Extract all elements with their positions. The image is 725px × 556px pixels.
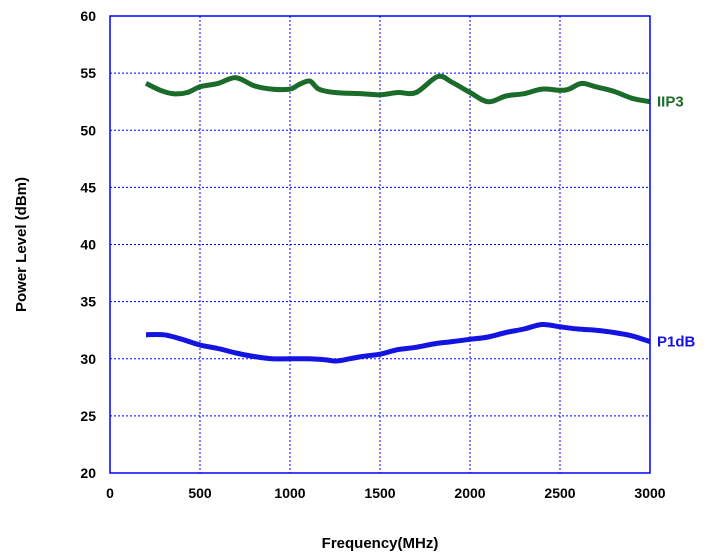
series-labels: IIP3 P1dB (657, 94, 696, 351)
y-tick-label: 45 (80, 179, 96, 195)
x-axis-title: Frequency(MHz) (322, 535, 439, 552)
y-tick-label: 55 (80, 65, 96, 81)
x-tick-label: 500 (188, 485, 212, 501)
y-tick-label: 20 (80, 465, 96, 481)
grid-layer (110, 16, 650, 473)
y-axis-title: Power Level (dBm) (13, 177, 30, 312)
y-tick-label: 35 (80, 294, 96, 310)
x-tick-label: 2000 (454, 485, 485, 501)
series-line-p1db (145, 321, 651, 364)
y-axis-ticks: 20 25 30 35 40 45 50 55 60 (80, 8, 96, 481)
y-tick-label: 50 (80, 122, 96, 138)
plot-frame (109, 15, 651, 474)
y-tick-label: 40 (80, 237, 96, 253)
x-tick-label: 1500 (364, 485, 395, 501)
series-label-p1db: P1dB (657, 334, 696, 351)
x-tick-label: 2500 (544, 485, 575, 501)
x-axis-ticks: 0 500 1000 1500 2000 2500 3000 (106, 485, 666, 501)
x-tick-label: 3000 (634, 485, 665, 501)
x-tick-label: 0 (106, 485, 114, 501)
series-line-iip3 (144, 73, 651, 105)
series-layer (144, 73, 651, 364)
x-tick-label: 1000 (274, 485, 305, 501)
y-tick-label: 60 (80, 8, 96, 24)
y-tick-label: 25 (80, 408, 96, 424)
series-label-iip3: IIP3 (657, 94, 684, 111)
y-tick-label: 30 (80, 351, 96, 367)
